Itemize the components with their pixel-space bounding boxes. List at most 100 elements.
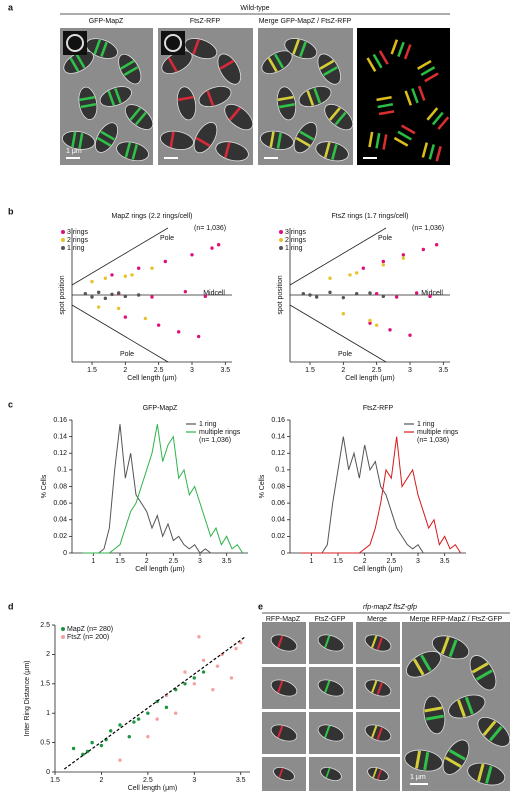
ring: [273, 53, 285, 69]
ring: [372, 53, 383, 69]
annotation: Pole: [378, 235, 392, 242]
ring: [376, 637, 383, 650]
cell: [417, 59, 439, 83]
point: [118, 723, 122, 727]
point: [150, 295, 154, 299]
ring: [415, 750, 422, 769]
y-tick-label: 0.12: [53, 450, 67, 457]
ring: [397, 130, 412, 141]
x-tick-label: 2.5: [386, 558, 396, 565]
y-tick-label: 0: [63, 550, 67, 557]
point: [81, 752, 85, 757]
ring: [417, 85, 426, 101]
cell-body: [293, 122, 318, 154]
ring: [424, 706, 443, 713]
ring: [372, 767, 378, 778]
annotation: Midcell: [203, 290, 225, 297]
point: [368, 321, 372, 325]
image-label: FtsZ-RFP: [190, 18, 221, 25]
ring: [393, 136, 409, 147]
ring: [100, 130, 115, 141]
image-label: FtsZ-GFP: [315, 616, 346, 623]
cell: [315, 141, 349, 162]
x-tick-label: 3: [408, 367, 412, 374]
point: [174, 711, 178, 715]
x-tick-label: 2.5: [143, 777, 153, 784]
ring: [376, 95, 392, 102]
cell: [215, 141, 249, 162]
cell-body: [276, 86, 297, 121]
point: [381, 294, 386, 299]
ring: [167, 57, 178, 73]
ring: [177, 95, 194, 102]
cell: [270, 724, 298, 742]
scale-label: 1 μm: [66, 148, 82, 155]
legend-label: 2 rings: [285, 237, 307, 244]
cell: [124, 104, 154, 130]
cell: [224, 103, 254, 131]
point: [434, 243, 439, 247]
ring: [444, 756, 462, 768]
y-tick-label: 0.5: [40, 739, 50, 746]
cell: [160, 130, 194, 150]
ring: [123, 66, 139, 77]
ring: [482, 720, 497, 737]
line: [300, 436, 462, 554]
x-tick-label: 2: [123, 367, 127, 374]
cell: [298, 85, 332, 108]
point: [408, 333, 412, 337]
y-tick-label: 0.02: [53, 533, 67, 540]
point: [127, 735, 131, 739]
ring: [485, 765, 493, 784]
point: [136, 266, 141, 270]
point: [183, 670, 187, 674]
point: [421, 247, 426, 252]
pole-guide: [71, 227, 169, 286]
point: [146, 735, 150, 739]
ring: [376, 727, 383, 740]
y-tick-label: 0.16: [53, 417, 67, 424]
y-tick-label: 0.08: [271, 483, 285, 490]
ring: [424, 72, 439, 83]
point: [123, 294, 128, 299]
inset-ring: [66, 34, 84, 52]
ring: [269, 131, 275, 148]
ring: [292, 39, 300, 55]
point: [183, 289, 188, 294]
ring: [129, 107, 142, 121]
ring: [331, 144, 338, 160]
ring: [448, 749, 466, 761]
ring: [420, 66, 436, 77]
y-tick-label: 1: [46, 710, 50, 717]
legend-label: 1 ring: [285, 245, 303, 252]
x-tick-label: 3.5: [236, 777, 246, 784]
y-tick-label: 0.06: [271, 500, 285, 507]
image-label: RFP-MapZ: [266, 616, 301, 623]
legend-swatch: [61, 627, 65, 631]
y-axis-label: % Cells: [41, 474, 48, 498]
cell-body: [118, 53, 142, 85]
ring: [448, 639, 458, 658]
point: [90, 295, 94, 299]
legend-label: MapZ (n= 280): [67, 626, 113, 633]
point: [314, 295, 319, 299]
cell: [432, 635, 470, 660]
x-tick-label: 2: [341, 367, 345, 374]
legend-swatch: [279, 246, 283, 250]
ring: [382, 134, 388, 150]
pole-guide: [289, 227, 387, 286]
point: [203, 294, 208, 299]
ring: [277, 680, 284, 693]
cell: [364, 634, 392, 652]
y-tick-label: 0: [46, 769, 50, 776]
x-tick-label: 1.5: [50, 777, 60, 784]
ring: [390, 39, 399, 55]
cell: [99, 86, 132, 107]
cell: [198, 85, 232, 108]
legend-label: 1 ring: [199, 421, 217, 428]
point: [368, 291, 372, 295]
point: [103, 296, 108, 301]
x-tick-label: 3.5: [440, 558, 450, 565]
point: [368, 318, 372, 323]
